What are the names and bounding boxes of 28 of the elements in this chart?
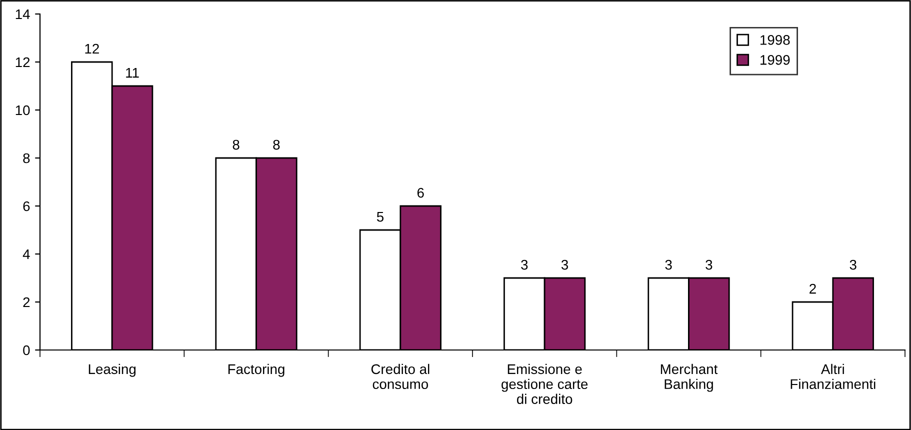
legend-label: 1999 [760,55,790,65]
y-tick-label: 10 [16,105,30,116]
y-tick-label: 0 [23,345,30,356]
legend-label: 1998 [760,35,790,45]
y-tick-label: 4 [22,249,30,260]
y-tick-label: 14 [16,9,30,20]
y-tick-label: 2 [23,297,30,308]
data-label: 8 [273,140,280,150]
x-tick-label: Emissione e gestione carte di credito [502,364,588,404]
data-label: 8 [232,140,240,150]
data-label: 11 [126,68,139,78]
data-label: 5 [376,212,384,222]
data-label: 2 [810,284,816,294]
y-tick-label: 12 [16,57,30,68]
x-tick-label: Merchant Banking [660,364,718,392]
data-label: 12 [85,44,99,54]
data-label: 3 [561,260,568,270]
x-tick-label: Altri Finanziamenti [790,364,876,390]
y-tick-label: 6 [23,201,30,212]
data-label: 6 [417,188,424,198]
data-label: 3 [665,260,672,270]
data-label: 3 [706,260,712,270]
y-tick-label: 8 [23,153,30,164]
data-label: 3 [850,260,856,270]
data-label: 3 [521,260,528,270]
x-tick-label: Factoring [228,364,284,377]
x-tick-label: Credito al consumo [371,364,430,390]
x-tick-label: Leasing [88,364,136,377]
